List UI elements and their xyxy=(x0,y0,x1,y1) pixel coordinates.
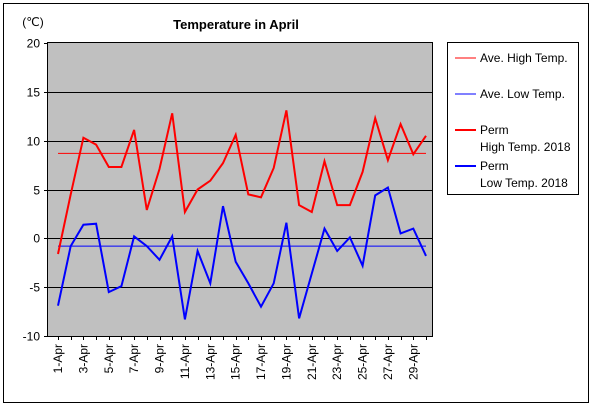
x-tick-label: 13-Apr xyxy=(203,344,217,380)
x-tick-label: 9-Apr xyxy=(153,344,167,373)
x-tick-label: 11-Apr xyxy=(178,344,192,379)
plot-area xyxy=(47,42,433,337)
x-tick-label: 21-Apr xyxy=(305,344,319,380)
x-axis: 1-Apr 3-Apr 5-Apr 7-Apr 9-Apr 11-Apr 13-Apr 15-… xyxy=(51,336,427,380)
x-tick-label: 3-Apr xyxy=(76,344,90,373)
legend-label-low-2018-line1: Perm xyxy=(480,159,509,173)
unit-label: (℃) xyxy=(22,15,43,29)
x-tick-label: 7-Apr xyxy=(127,344,141,373)
series-line-low-2018 xyxy=(57,185,427,320)
series-lines xyxy=(57,110,427,320)
y-tick-label: 0 xyxy=(33,232,40,246)
reference-lines xyxy=(58,152,426,247)
y-tick-label: 5 xyxy=(33,184,40,198)
x-tick-label: 27-Apr xyxy=(381,344,395,380)
y-axis: 20 15 10 5 0 -5 -10 xyxy=(23,37,48,344)
legend-label-ave-high: Ave. High Temp. xyxy=(480,51,568,65)
x-tick-label: 23-Apr xyxy=(330,344,344,380)
y-tick-label: 15 xyxy=(27,86,41,100)
legend-label-high-2018-line1: Perm xyxy=(480,123,509,137)
legend-box xyxy=(447,42,579,195)
chart-title: Temperature in April xyxy=(173,17,299,32)
y-tick-label: 10 xyxy=(27,135,41,149)
x-tick-label: 17-Apr xyxy=(254,344,268,380)
legend-label-ave-low: Ave. Low Temp. xyxy=(480,87,565,101)
y-tick-label: 20 xyxy=(27,37,41,51)
x-tick-label: 5-Apr xyxy=(102,344,116,373)
y-tick-label: -5 xyxy=(29,281,40,295)
x-tick-label: 15-Apr xyxy=(229,344,243,380)
grid-lines xyxy=(48,92,432,288)
y-tick-label: -10 xyxy=(23,330,41,344)
series-line-high-2018 xyxy=(57,110,427,255)
legend-label-high-2018-line2: High Temp. 2018 xyxy=(480,140,571,154)
x-tick-label: 19-Apr xyxy=(279,344,293,380)
x-tick-label: 25-Apr xyxy=(356,344,370,380)
legend-label-low-2018-line2: Low Temp. 2018 xyxy=(480,176,568,190)
x-tick-label: 29-Apr xyxy=(406,344,420,380)
x-tick-label: 1-Apr xyxy=(51,344,65,373)
